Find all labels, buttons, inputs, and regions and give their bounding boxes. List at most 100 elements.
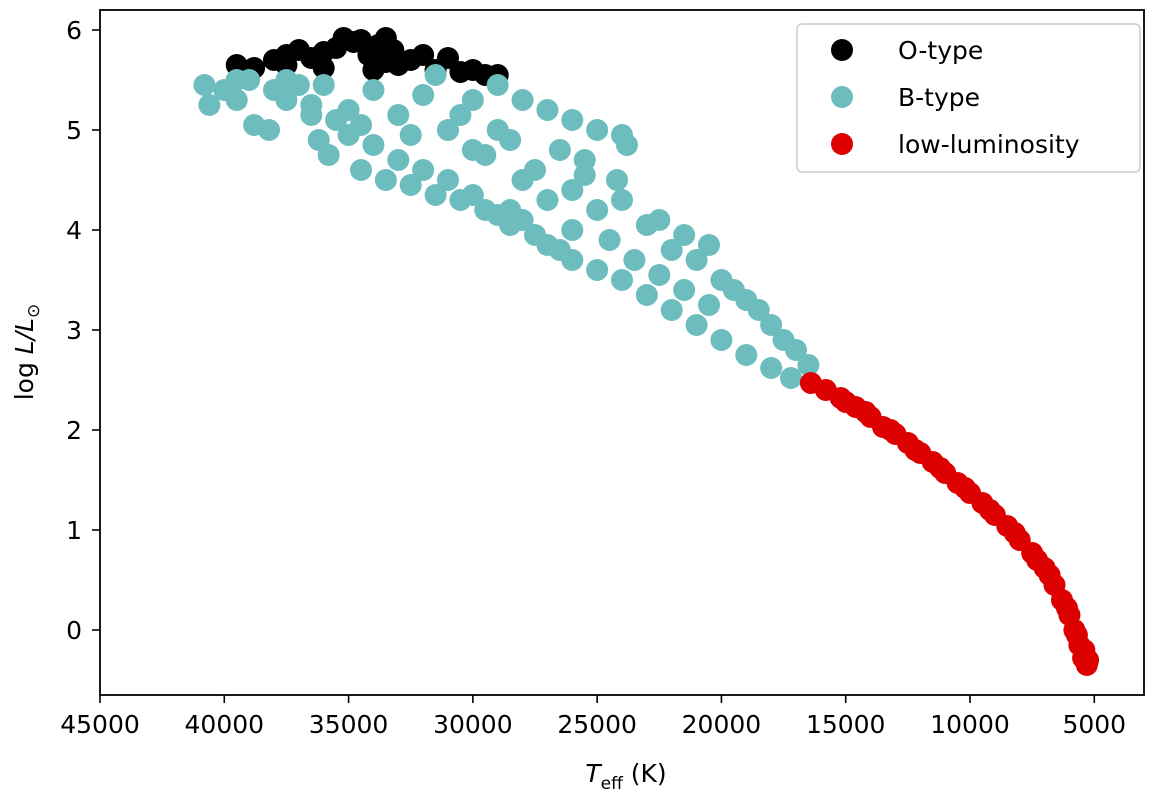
legend-marker xyxy=(831,133,853,155)
data-point xyxy=(362,134,385,156)
data-point xyxy=(312,57,335,79)
data-point xyxy=(1038,564,1061,586)
data-point xyxy=(437,119,459,141)
data-point xyxy=(511,89,534,111)
y-axis-ticks: 0 1 2 3 4 5 6 xyxy=(66,16,100,645)
data-point xyxy=(387,104,410,126)
legend-marker xyxy=(831,86,853,108)
data-point xyxy=(673,224,696,246)
data-point xyxy=(225,69,248,91)
x-axis-label: Teff (K) xyxy=(585,759,666,792)
data-point xyxy=(797,354,820,376)
data-point xyxy=(573,164,596,186)
data-point xyxy=(350,114,372,136)
series-b-type xyxy=(193,64,820,389)
data-point xyxy=(954,477,977,499)
data-point xyxy=(275,89,298,111)
data-point xyxy=(536,189,559,211)
y-tick-label: 2 xyxy=(66,416,82,445)
data-point xyxy=(198,94,221,116)
legend: O-type B-type low-luminosity xyxy=(796,23,1141,173)
data-point xyxy=(635,284,658,306)
data-point xyxy=(350,159,372,181)
y-tick-label: 5 xyxy=(66,116,82,145)
data-point xyxy=(623,249,646,271)
data-point xyxy=(586,119,609,141)
y-axis-label: log L/L⊙ xyxy=(10,304,44,401)
x-tick-label: 25000 xyxy=(557,710,637,739)
data-point xyxy=(1055,597,1078,619)
data-point xyxy=(374,169,397,191)
legend-label: low-luminosity xyxy=(898,130,1080,159)
data-point xyxy=(461,89,484,111)
data-point xyxy=(225,89,248,111)
data-point xyxy=(511,169,534,191)
data-point xyxy=(317,144,340,166)
data-point xyxy=(461,139,484,161)
data-point xyxy=(193,74,216,96)
data-point xyxy=(486,74,509,96)
data-point xyxy=(586,199,609,221)
points-layer xyxy=(193,27,1100,676)
data-point xyxy=(685,249,708,271)
legend-label: B-type xyxy=(898,83,980,112)
data-point xyxy=(258,119,281,141)
data-point xyxy=(1026,549,1049,571)
x-tick-label: 45000 xyxy=(60,710,140,739)
legend-frame xyxy=(796,23,1141,173)
data-point xyxy=(1065,624,1088,646)
data-point xyxy=(499,199,522,221)
x-axis-ticks: 45000 40000 35000 30000 25000 20000 15000 10000… xyxy=(60,695,1126,739)
data-point xyxy=(1003,522,1026,544)
data-point xyxy=(561,249,584,271)
legend-label: O-type xyxy=(898,36,983,65)
data-point xyxy=(424,184,447,206)
x-tick-label: 30000 xyxy=(433,710,513,739)
data-point xyxy=(660,299,683,321)
data-point xyxy=(374,51,397,73)
data-point xyxy=(879,419,902,441)
data-point xyxy=(760,314,783,336)
x-tick-label: 15000 xyxy=(806,710,886,739)
data-point xyxy=(685,314,708,336)
data-point xyxy=(312,74,335,96)
x-tick-label: 5000 xyxy=(1062,710,1126,739)
data-point xyxy=(747,299,770,321)
data-point xyxy=(449,104,472,126)
x-tick-label: 40000 xyxy=(185,710,265,739)
data-point xyxy=(561,109,584,131)
data-point xyxy=(710,329,733,351)
data-point xyxy=(760,357,783,379)
data-point xyxy=(648,264,671,286)
data-point xyxy=(648,209,671,231)
data-point xyxy=(536,99,559,121)
data-point xyxy=(780,367,803,389)
legend-marker xyxy=(831,39,853,61)
data-point xyxy=(399,124,422,146)
data-point xyxy=(548,139,571,161)
x-tick-label: 35000 xyxy=(309,710,389,739)
data-point xyxy=(785,339,807,361)
y-tick-label: 4 xyxy=(66,216,82,245)
data-point xyxy=(698,234,720,256)
data-point xyxy=(412,159,435,181)
data-point xyxy=(412,84,435,106)
data-point xyxy=(834,391,857,413)
data-point xyxy=(598,229,621,251)
y-tick-label: 0 xyxy=(66,616,82,645)
data-point xyxy=(437,169,459,191)
data-point xyxy=(615,134,638,156)
x-tick-label: 20000 xyxy=(682,710,762,739)
data-point xyxy=(561,179,584,201)
y-tick-label: 1 xyxy=(66,516,82,545)
data-point xyxy=(412,44,435,66)
data-point xyxy=(611,189,633,211)
y-tick-label: 3 xyxy=(66,316,82,345)
series-o-type xyxy=(225,27,509,86)
data-point xyxy=(362,79,385,101)
data-point xyxy=(904,439,927,461)
data-point xyxy=(586,259,609,281)
data-point xyxy=(929,457,952,479)
data-point xyxy=(606,169,629,191)
